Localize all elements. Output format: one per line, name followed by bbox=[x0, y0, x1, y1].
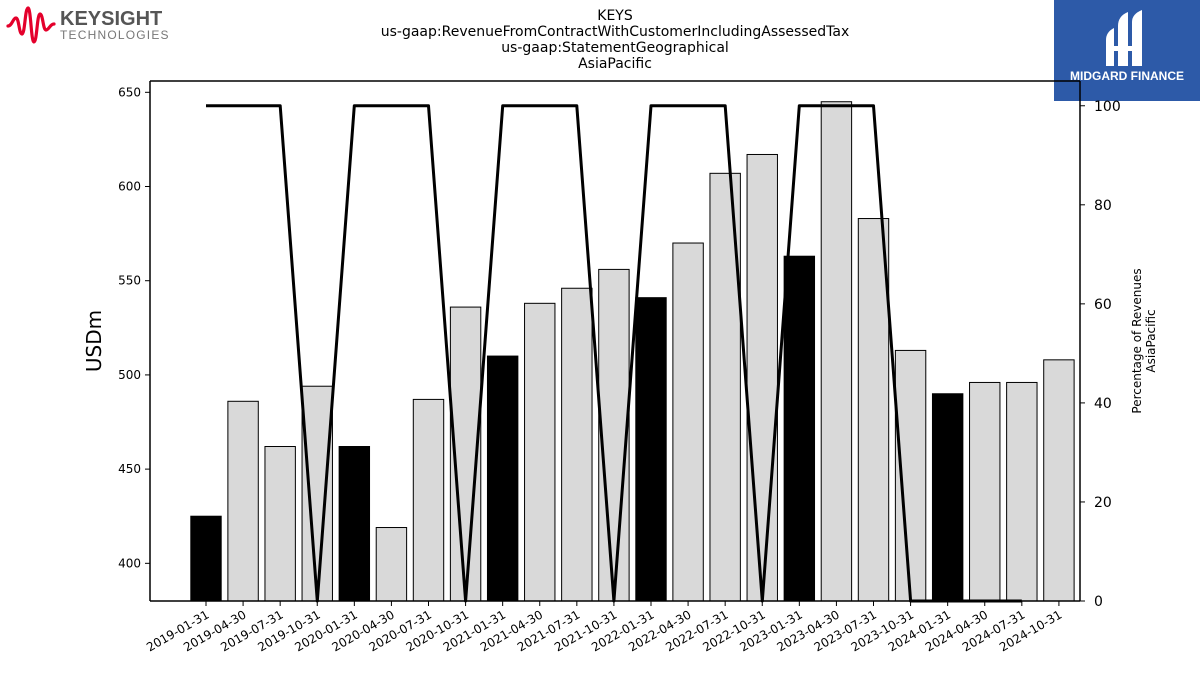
bar-2022-01-31 bbox=[635, 297, 667, 602]
bar-2019-10-31 bbox=[301, 385, 333, 602]
bar-2021-01-31 bbox=[486, 355, 519, 602]
bar-2023-01-31 bbox=[783, 255, 816, 602]
right-y-axis-ticks: 0 20 40 60 80 100 bbox=[1080, 99, 1121, 610]
keysight-logo-sub: TECHNOLOGIES bbox=[60, 28, 170, 42]
bar-2021-07-31 bbox=[561, 287, 593, 602]
keysight-logo: KEYSIGHT TECHNOLOGIES bbox=[6, 6, 170, 44]
chart-title-line: AsiaPacific bbox=[578, 56, 652, 72]
y-axis-label: USDm bbox=[82, 310, 106, 372]
y-tick-label: 500 bbox=[118, 368, 141, 382]
y-tick-label: 550 bbox=[118, 274, 141, 288]
bar-2021-04-30 bbox=[524, 302, 556, 602]
y2-tick-label: 0 bbox=[1094, 594, 1103, 610]
midgard-emblem-icon bbox=[1106, 10, 1142, 66]
keysight-logo-name: KEYSIGHT bbox=[60, 8, 162, 30]
chart-title-line: us-gaap:StatementGeographical bbox=[501, 40, 729, 56]
y-tick-label: 450 bbox=[118, 462, 141, 476]
bar-2019-07-31 bbox=[264, 446, 296, 602]
y2-axis-label: AsiaPacific bbox=[1144, 309, 1158, 372]
left-y-axis-ticks: 400 450 500 550 600 650 bbox=[118, 85, 150, 570]
y2-tick-label: 20 bbox=[1094, 495, 1112, 511]
axes bbox=[149, 80, 1081, 602]
bar-2024-07-31 bbox=[1006, 381, 1038, 602]
bar-2024-01-31 bbox=[931, 393, 964, 602]
y2-tick-label: 60 bbox=[1094, 297, 1112, 313]
y2-axis-label: Percentage of Revenues bbox=[1130, 268, 1144, 413]
y2-tick-label: 40 bbox=[1094, 396, 1112, 412]
bar-2020-04-30 bbox=[375, 527, 408, 602]
x-axis-ticks: 2019-01-312019-04-302019-07-312019-10-31… bbox=[144, 601, 1064, 654]
midgard-finance-logo: MIDGARD FINANCE bbox=[1054, 0, 1200, 101]
bar-2023-07-31 bbox=[857, 218, 890, 602]
chart-title-line: us-gaap:RevenueFromContractWithCustomerI… bbox=[381, 24, 850, 40]
y2-tick-label: 80 bbox=[1094, 198, 1112, 214]
y-tick-label: 600 bbox=[118, 180, 141, 194]
chart-title-line: KEYS bbox=[597, 8, 633, 24]
midgard-logo-text: MIDGARD FINANCE bbox=[1070, 69, 1184, 83]
y-tick-label: 650 bbox=[118, 85, 141, 99]
bar-2019-01-31 bbox=[190, 515, 222, 602]
bar-2023-04-30 bbox=[820, 101, 853, 602]
bar-2020-01-31 bbox=[338, 446, 371, 602]
bar-2024-04-30 bbox=[969, 381, 1001, 602]
bar-2024-10-31 bbox=[1043, 359, 1075, 602]
bar-2022-10-31 bbox=[746, 153, 778, 602]
keysight-wave-icon bbox=[6, 6, 56, 44]
bar-2020-07-31 bbox=[412, 398, 445, 602]
y2-tick-label: 100 bbox=[1094, 99, 1121, 115]
bar-2021-10-31 bbox=[598, 268, 630, 602]
y-tick-label: 400 bbox=[118, 556, 141, 570]
bar-2019-04-30 bbox=[227, 400, 259, 602]
bar-2022-04-30 bbox=[672, 242, 704, 602]
chart-title: KEYS us-gaap:RevenueFromContractWithCust… bbox=[381, 8, 850, 72]
